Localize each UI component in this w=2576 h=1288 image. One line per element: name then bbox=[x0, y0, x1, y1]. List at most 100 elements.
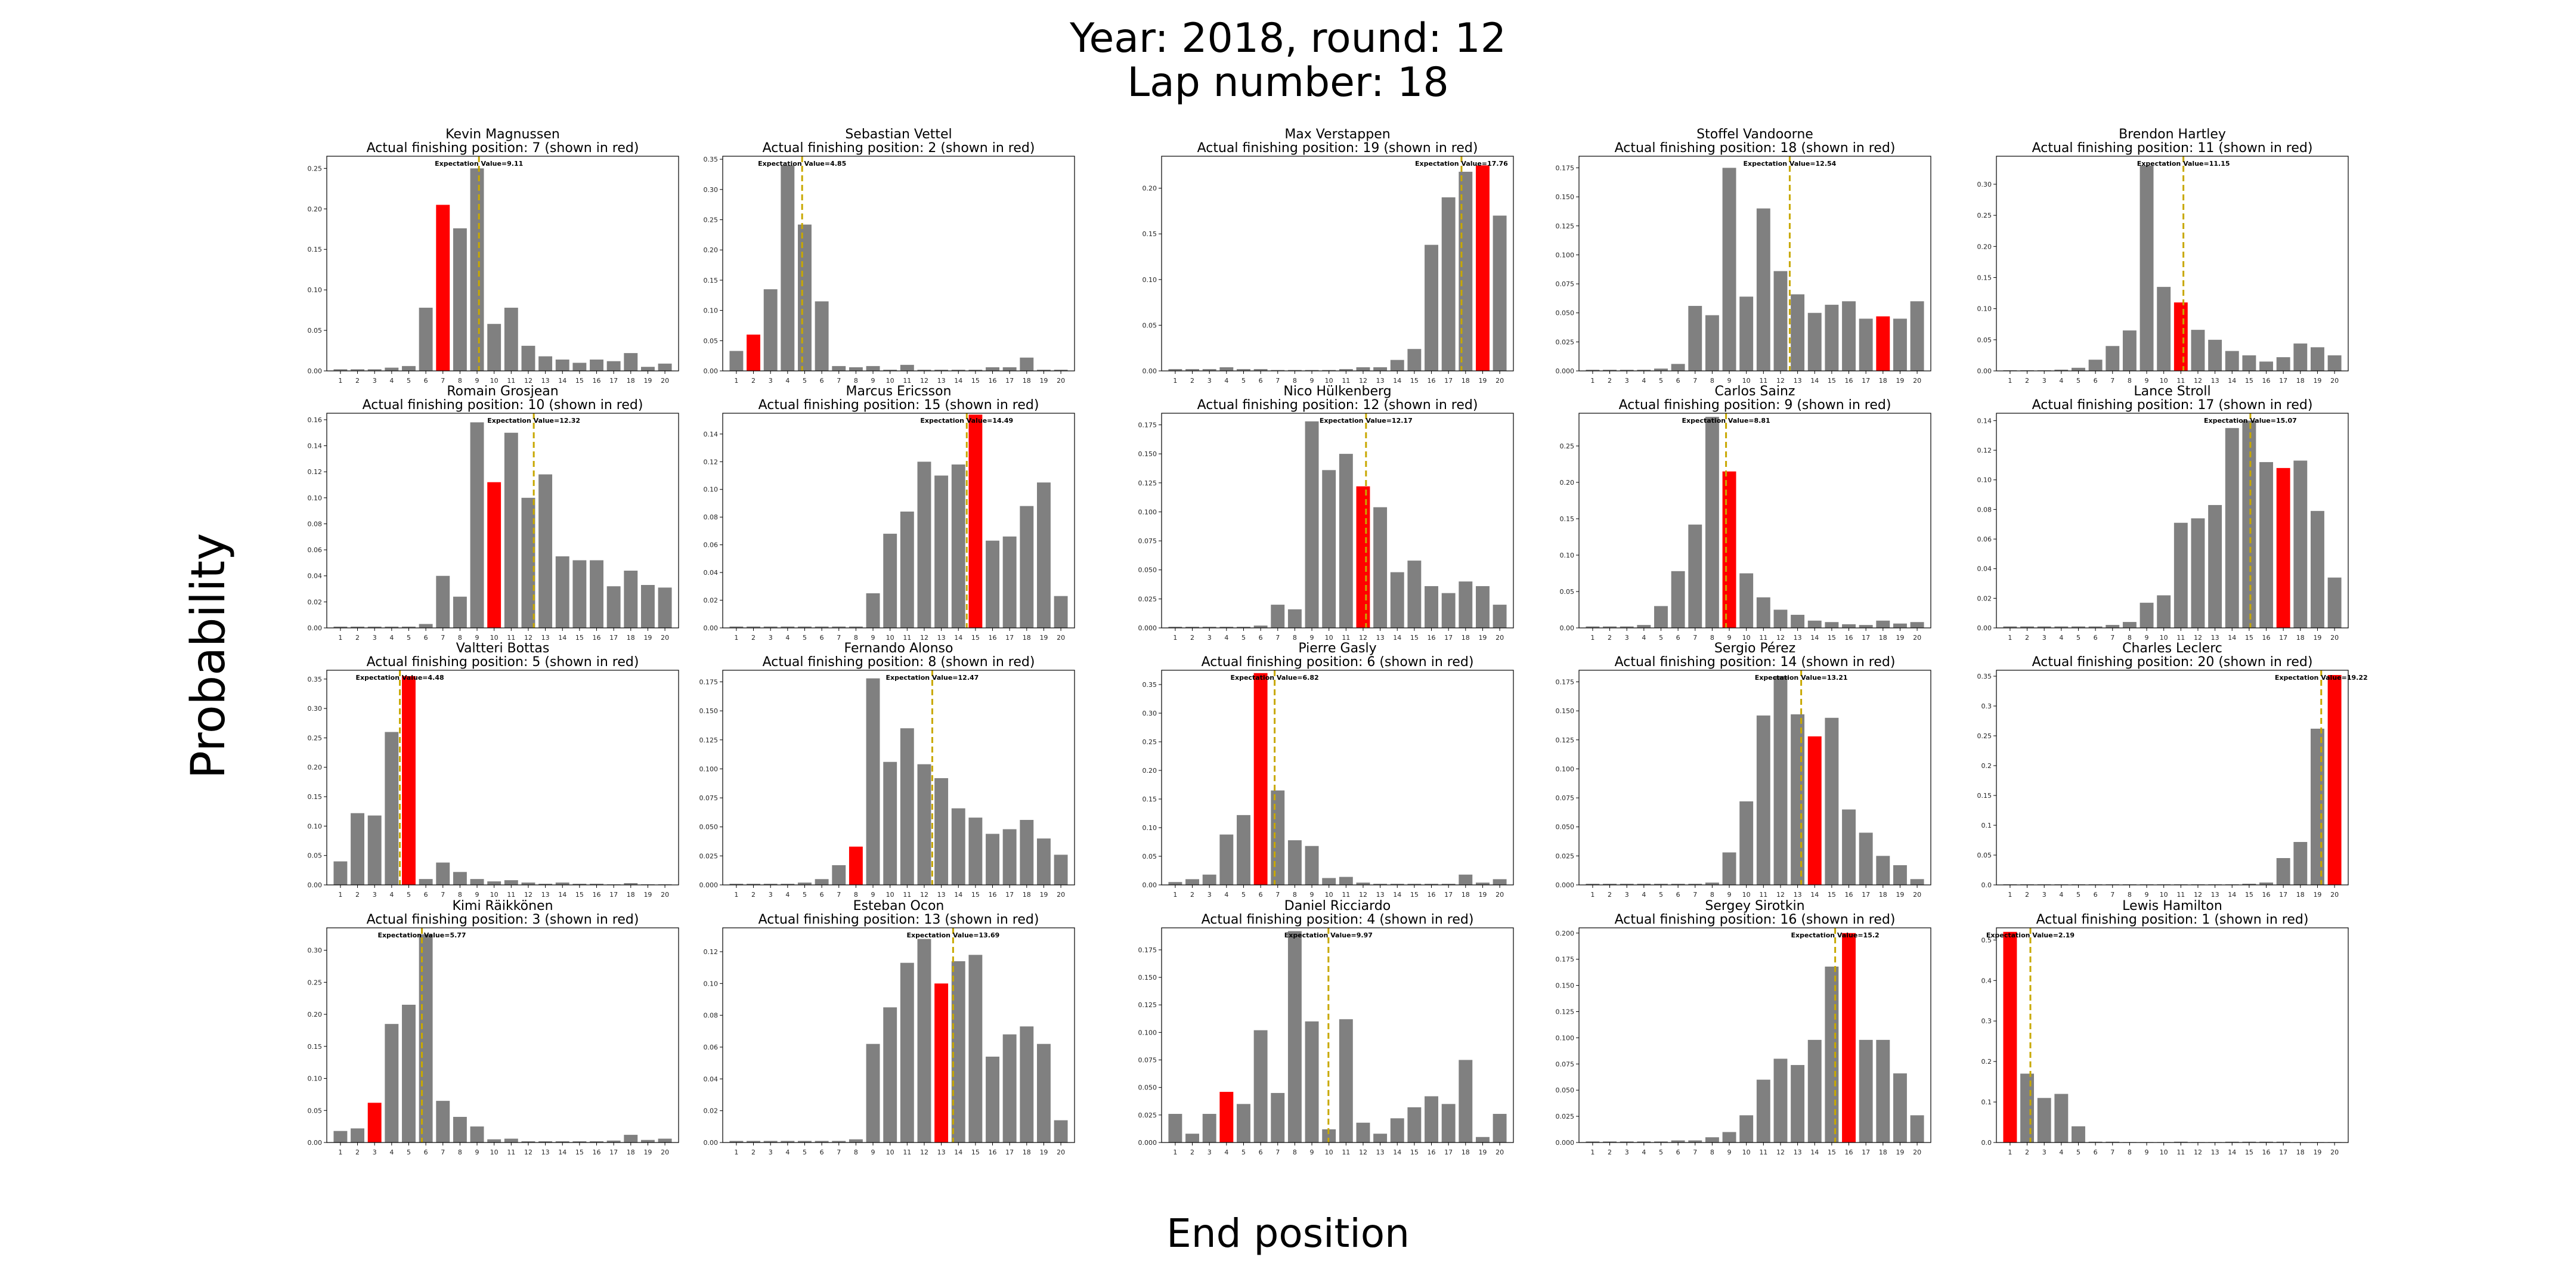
bar bbox=[1339, 877, 1353, 885]
x-tick-label: 20 bbox=[2330, 891, 2339, 899]
bar bbox=[2259, 1141, 2273, 1143]
x-tick-label: 1 bbox=[338, 1148, 342, 1156]
bar bbox=[1910, 622, 1924, 628]
x-tick-label: 5 bbox=[407, 377, 411, 385]
x-tick-label: 5 bbox=[2076, 891, 2080, 899]
x-tick-label: 10 bbox=[490, 634, 499, 642]
x-tick-label: 5 bbox=[1659, 891, 1663, 899]
x-tick-label: 17 bbox=[609, 1148, 618, 1156]
x-tick-label: 7 bbox=[1693, 634, 1697, 642]
bar bbox=[781, 165, 795, 371]
x-tick-label: 18 bbox=[1879, 891, 1887, 899]
x-tick-label: 10 bbox=[1742, 891, 1751, 899]
x-tick-label: 16 bbox=[989, 377, 997, 385]
x-tick-label: 5 bbox=[1241, 891, 1246, 899]
x-tick-label: 11 bbox=[903, 634, 911, 642]
y-tick-label: 0.075 bbox=[1556, 280, 1575, 288]
y-tick-label: 0.050 bbox=[1556, 309, 1575, 317]
x-tick-label: 18 bbox=[1462, 377, 1470, 385]
x-tick-label: 4 bbox=[389, 1148, 394, 1156]
bar bbox=[1705, 315, 1719, 371]
bar bbox=[1002, 536, 1017, 628]
y-tick-label: 0.075 bbox=[1556, 1060, 1575, 1068]
x-tick-label: 18 bbox=[1879, 377, 1887, 385]
x-tick-label: 7 bbox=[2110, 891, 2114, 899]
x-tick-label: 18 bbox=[1879, 634, 1887, 642]
bar-actual-position bbox=[1842, 933, 1856, 1143]
x-tick-label: 3 bbox=[769, 1148, 773, 1156]
bar bbox=[1773, 271, 1788, 371]
bar bbox=[1739, 296, 1754, 371]
x-tick-label: 12 bbox=[1359, 891, 1367, 899]
bar bbox=[781, 626, 795, 628]
x-tick-label: 12 bbox=[1359, 634, 1367, 642]
bar bbox=[640, 585, 655, 628]
axes-frame bbox=[1161, 156, 1514, 371]
bar bbox=[2293, 343, 2308, 371]
bar bbox=[1322, 878, 1336, 885]
y-tick-label: 0.15 bbox=[1143, 230, 1157, 238]
x-tick-label: 14 bbox=[558, 1148, 566, 1156]
x-tick-label: 11 bbox=[507, 891, 515, 899]
bar-actual-position bbox=[402, 676, 416, 885]
bar bbox=[2327, 577, 2342, 628]
bar bbox=[763, 884, 778, 885]
bar bbox=[832, 1141, 846, 1143]
x-tick-label: 7 bbox=[837, 634, 841, 642]
bar bbox=[385, 626, 399, 628]
x-tick-label: 6 bbox=[1676, 891, 1680, 899]
x-tick-label: 18 bbox=[627, 891, 635, 899]
y-tick-label: 0.04 bbox=[1977, 565, 1992, 573]
x-tick-label: 14 bbox=[1810, 377, 1819, 385]
y-tick-label: 0.25 bbox=[1977, 212, 1992, 219]
x-tick-label: 18 bbox=[2296, 634, 2305, 642]
y-tick-label: 0.00 bbox=[1977, 367, 1992, 375]
x-tick-label: 8 bbox=[2128, 377, 2132, 385]
x-tick-label: 2 bbox=[1190, 634, 1194, 642]
y-tick-label: 0.02 bbox=[308, 598, 323, 606]
bar bbox=[572, 363, 587, 371]
bar bbox=[521, 1141, 535, 1143]
x-tick-label: 8 bbox=[458, 1148, 462, 1156]
x-tick-label: 12 bbox=[524, 634, 532, 642]
x-tick-label: 17 bbox=[1005, 1148, 1014, 1156]
x-tick-label: 10 bbox=[1325, 377, 1333, 385]
x-tick-label: 20 bbox=[2330, 1148, 2339, 1156]
x-tick-label: 5 bbox=[1659, 377, 1663, 385]
x-tick-label: 4 bbox=[1224, 377, 1228, 385]
bar bbox=[1441, 197, 1456, 371]
bar bbox=[798, 1141, 812, 1143]
expectation-label: Expectation Value=17.76 bbox=[1415, 160, 1508, 168]
x-tick-label: 9 bbox=[871, 891, 875, 899]
bar bbox=[2088, 1141, 2103, 1143]
bar bbox=[1910, 301, 1924, 371]
bar bbox=[2276, 1141, 2290, 1143]
bar bbox=[2140, 165, 2154, 371]
x-tick-label: 16 bbox=[1845, 1148, 1853, 1156]
x-tick-label: 9 bbox=[871, 1148, 875, 1156]
x-tick-label: 16 bbox=[1428, 1148, 1436, 1156]
x-tick-label: 15 bbox=[1828, 634, 1836, 642]
x-tick-label: 15 bbox=[971, 1148, 980, 1156]
y-tick-label: 0.150 bbox=[1556, 707, 1575, 715]
bar bbox=[1637, 370, 1651, 371]
x-tick-label: 2 bbox=[751, 1148, 756, 1156]
x-tick-label: 19 bbox=[1478, 1148, 1487, 1156]
x-axis-label: End position bbox=[1166, 1210, 1410, 1256]
x-tick-label: 19 bbox=[1039, 1148, 1048, 1156]
y-tick-label: 0.100 bbox=[1556, 1034, 1575, 1042]
axes-frame bbox=[326, 927, 679, 1143]
y-tick-label: 0.20 bbox=[1977, 243, 1992, 250]
x-tick-label: 11 bbox=[1342, 891, 1350, 899]
x-tick-label: 8 bbox=[2128, 1148, 2132, 1156]
bar bbox=[2072, 367, 2085, 371]
bar bbox=[1791, 294, 1805, 371]
x-tick-label: 3 bbox=[1625, 1148, 1629, 1156]
x-tick-label: 3 bbox=[373, 634, 377, 642]
x-tick-label: 11 bbox=[2176, 634, 2185, 642]
x-tick-label: 16 bbox=[1428, 377, 1436, 385]
x-tick-label: 13 bbox=[2211, 1148, 2219, 1156]
y-tick-label: 0.2 bbox=[1981, 762, 1992, 770]
